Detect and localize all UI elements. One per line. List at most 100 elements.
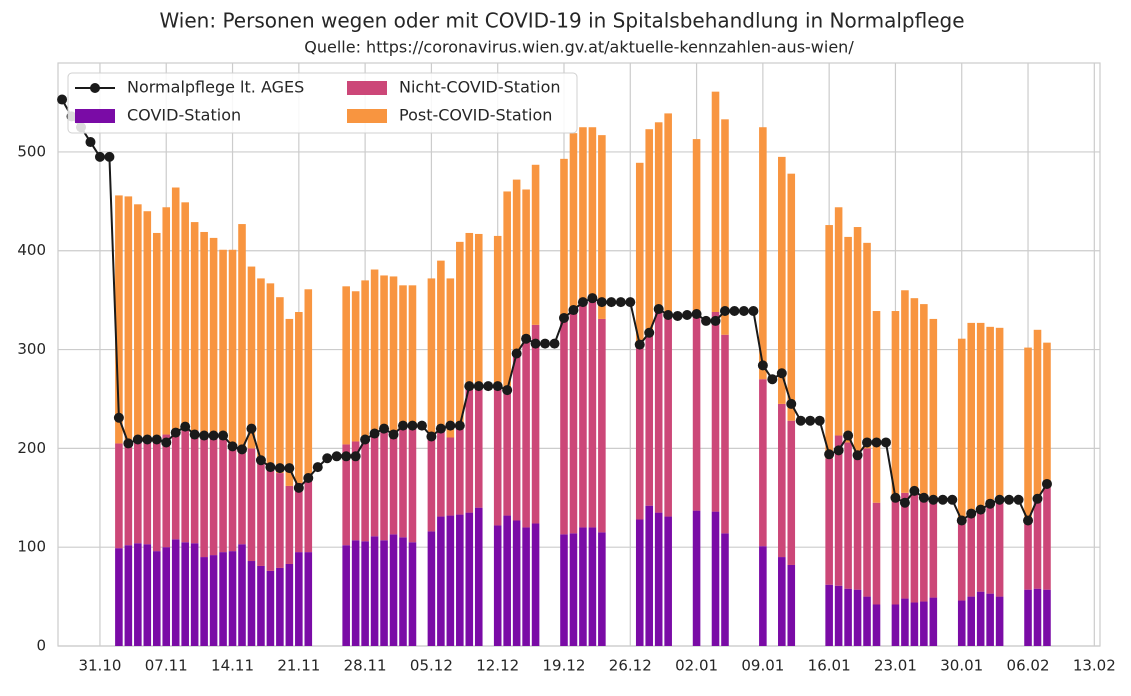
- x-tick-label: 06.02: [1007, 657, 1050, 675]
- bar: [664, 516, 672, 646]
- bar: [844, 588, 852, 646]
- bar: [228, 448, 237, 552]
- x-tick-label: 30.01: [940, 657, 983, 675]
- bar: [465, 512, 474, 646]
- bar: [465, 232, 474, 388]
- point: [549, 338, 560, 349]
- bar: [721, 119, 729, 335]
- bar: [162, 207, 171, 435]
- point: [454, 420, 465, 431]
- bar: [1033, 329, 1042, 498]
- point: [379, 423, 390, 434]
- bar: [863, 448, 871, 597]
- point: [502, 385, 513, 396]
- bar: [152, 551, 161, 646]
- point: [284, 463, 295, 474]
- bar: [967, 596, 975, 646]
- bar: [209, 436, 218, 556]
- point: [407, 420, 418, 431]
- bar: [351, 540, 360, 646]
- bar: [569, 533, 578, 646]
- point: [151, 434, 162, 445]
- bar: [134, 204, 142, 439]
- point: [208, 430, 219, 441]
- bar: [976, 322, 985, 508]
- point: [966, 508, 977, 519]
- bar: [560, 317, 568, 535]
- bar: [787, 173, 796, 421]
- bar: [295, 312, 303, 483]
- bar: [276, 473, 284, 568]
- bar: [844, 442, 852, 589]
- bar: [399, 537, 407, 646]
- bar: [437, 516, 445, 646]
- point: [985, 498, 996, 509]
- point: [113, 412, 124, 423]
- bar: [370, 536, 379, 646]
- bar: [929, 318, 938, 503]
- bar: [465, 387, 474, 513]
- bar: [456, 426, 464, 515]
- point: [710, 315, 721, 326]
- bar: [721, 533, 729, 646]
- bar: [503, 191, 511, 391]
- point: [104, 151, 115, 162]
- bar: [910, 298, 919, 490]
- bar: [219, 552, 227, 646]
- point: [199, 430, 210, 441]
- point: [521, 333, 532, 344]
- bar: [787, 564, 796, 646]
- bar: [143, 544, 152, 646]
- bar: [389, 276, 398, 435]
- bar: [825, 584, 833, 646]
- point: [956, 515, 967, 526]
- bar: [115, 195, 123, 444]
- bar: [579, 302, 587, 528]
- bar: [190, 430, 199, 544]
- point: [255, 455, 266, 466]
- bar: [825, 458, 833, 585]
- point: [237, 444, 248, 455]
- bar: [1024, 519, 1032, 590]
- bar: [276, 567, 284, 646]
- bar: [257, 460, 265, 566]
- bar: [171, 187, 180, 436]
- bar: [512, 520, 521, 646]
- bar: [692, 510, 701, 646]
- bar: [380, 540, 388, 646]
- point: [748, 306, 759, 317]
- bar: [910, 489, 919, 603]
- bar: [711, 91, 720, 313]
- point: [899, 497, 910, 508]
- point: [767, 374, 778, 385]
- bar: [692, 313, 701, 511]
- point: [331, 451, 342, 462]
- bar: [901, 492, 909, 599]
- y-tick-label: 300: [17, 340, 46, 358]
- point: [729, 306, 740, 317]
- point: [483, 381, 494, 392]
- chart-subtitle: Quelle: https://coronavirus.wien.gv.at/a…: [304, 38, 854, 57]
- bar: [891, 311, 900, 498]
- bar: [408, 542, 417, 646]
- legend-swatch: [347, 81, 387, 95]
- bar: [522, 527, 530, 646]
- bar: [503, 390, 511, 516]
- point: [701, 315, 712, 326]
- bar: [759, 379, 767, 547]
- bar: [295, 482, 303, 553]
- bar: [370, 430, 379, 537]
- x-tick-label: 28.11: [344, 657, 387, 675]
- bar: [380, 429, 388, 541]
- bar: [654, 512, 663, 646]
- bar: [162, 434, 171, 548]
- bar: [872, 502, 881, 605]
- point: [161, 437, 172, 448]
- point: [180, 421, 191, 432]
- y-tick-label: 500: [17, 142, 46, 160]
- bar: [635, 162, 644, 345]
- bar: [967, 512, 975, 597]
- bar: [124, 196, 133, 442]
- bar: [995, 327, 1004, 503]
